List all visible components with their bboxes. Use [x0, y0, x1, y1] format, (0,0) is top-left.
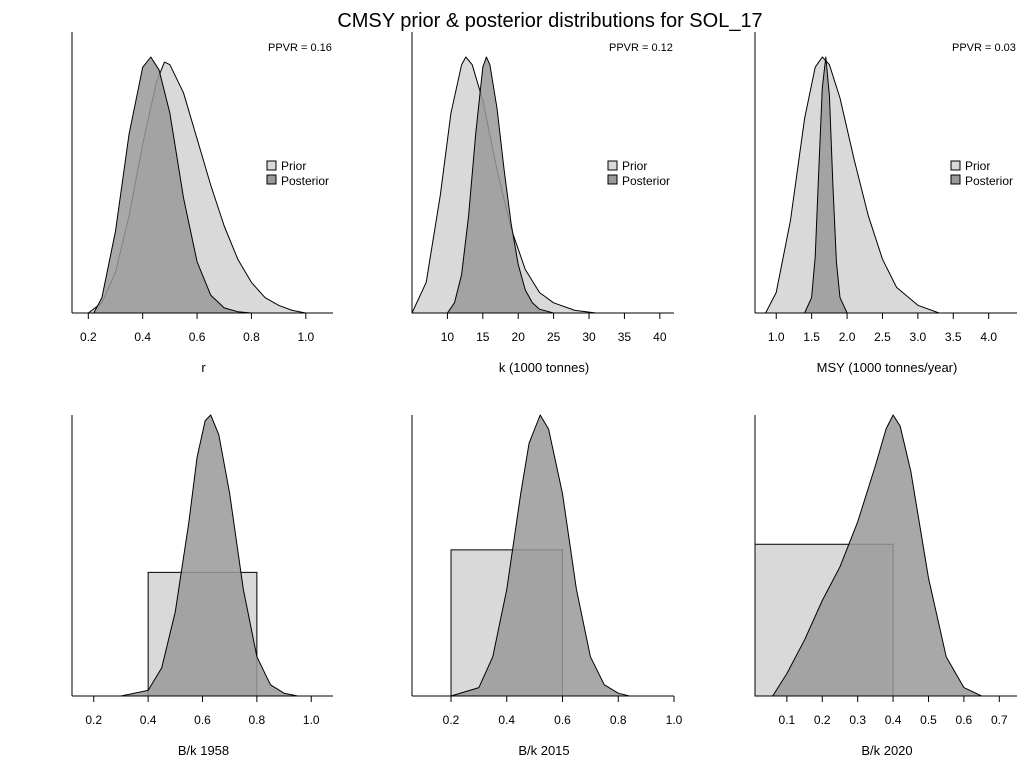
x-tick-label: 0.4	[140, 713, 157, 727]
x-tick-label: 20	[512, 330, 526, 344]
x-tick-label: 1.5	[803, 330, 820, 344]
x-tick-label: 30	[582, 330, 596, 344]
x-tick-label: 0.5	[920, 713, 937, 727]
x-tick-label: 15	[476, 330, 490, 344]
legend-posterior-label: Posterior	[281, 174, 329, 188]
x-tick-label: 2.0	[839, 330, 856, 344]
legend-prior-label: Prior	[965, 159, 990, 173]
x-tick-label: 0.4	[885, 713, 902, 727]
x-axis-label: B/k 2015	[518, 743, 569, 758]
panel-3: 1.0 1.5 2.0 2.5 3.0 3.5 4.0 MSY (1000 tonnes/ye…	[754, 32, 1017, 375]
x-tick-label: 0.8	[243, 330, 260, 344]
x-tick-label: 1.0	[297, 330, 314, 344]
x-tick-label: 35	[618, 330, 632, 344]
x-tick-label: 1.0	[303, 713, 320, 727]
legend-prior-swatch	[950, 160, 961, 171]
x-axis-label: B/k 2020	[861, 743, 912, 758]
legend-posterior-swatch	[607, 174, 618, 185]
posterior-density	[772, 414, 983, 697]
x-tick-label: 4.0	[980, 330, 997, 344]
x-axis-label: MSY (1000 tonnes/year)	[817, 360, 958, 375]
x-tick-label: 40	[653, 330, 667, 344]
x-tick-label: 0.7	[991, 713, 1008, 727]
figure-title: CMSY prior & posterior distributions for…	[337, 10, 763, 32]
legend-posterior-swatch	[950, 174, 961, 185]
panel-5: 0.2 0.4 0.6 0.8 1.0 B/k 2015	[411, 414, 683, 758]
panel-2: 10 15 20 25 30 35 40 k (1000 tonnes) PPVR = 0.12…	[411, 32, 674, 375]
x-tick-label: 0.6	[189, 330, 206, 344]
legend-prior-swatch	[266, 160, 277, 171]
posterior-density	[120, 414, 299, 697]
prior-density	[765, 56, 940, 314]
x-tick-label: 0.2	[814, 713, 831, 727]
x-tick-label: 3.5	[945, 330, 962, 344]
x-axis-label: k (1000 tonnes)	[499, 360, 589, 375]
panel-4: 0.2 0.4 0.6 0.8 1.0 B/k 1958	[71, 414, 333, 758]
x-axis-label: r	[201, 360, 206, 375]
x-tick-label: 0.6	[194, 713, 211, 727]
x-tick-label: 3.0	[910, 330, 927, 344]
x-tick-label: 2.5	[874, 330, 891, 344]
ppvr-label: PPVR = 0.12	[609, 42, 673, 54]
legend-posterior-label: Posterior	[965, 174, 1013, 188]
x-tick-label: 0.6	[554, 713, 571, 727]
x-tick-label: 0.2	[443, 713, 460, 727]
posterior-density	[804, 56, 848, 314]
x-tick-label: 25	[547, 330, 561, 344]
legend-posterior-swatch	[266, 174, 277, 185]
x-tick-label: 0.4	[134, 330, 151, 344]
x-tick-label: 0.2	[80, 330, 97, 344]
legend-prior-label: Prior	[281, 159, 306, 173]
x-tick-label: 0.8	[249, 713, 266, 727]
posterior-density	[450, 414, 630, 697]
posterior-density	[93, 56, 252, 314]
x-tick-label: 1.0	[768, 330, 785, 344]
legend-posterior-label: Posterior	[622, 174, 670, 188]
x-tick-label: 0.6	[956, 713, 973, 727]
x-tick-label: 10	[441, 330, 455, 344]
ppvr-label: PPVR = 0.03	[952, 42, 1016, 54]
panel-1: 0.2 0.4 0.6 0.8 1.0 r PPVR = 0.16 PriorPosterio…	[71, 32, 333, 375]
legend-prior-swatch	[607, 160, 618, 171]
posterior-density	[446, 56, 555, 314]
x-tick-label: 0.3	[849, 713, 866, 727]
x-tick-label: 0.1	[779, 713, 796, 727]
x-tick-label: 0.2	[85, 713, 102, 727]
legend-prior-label: Prior	[622, 159, 647, 173]
x-tick-label: 0.8	[610, 713, 627, 727]
x-axis-label: B/k 1958	[178, 743, 229, 758]
ppvr-label: PPVR = 0.16	[268, 42, 332, 54]
panel-6: 0.1 0.2 0.3 0.4 0.5 0.6 0.7 B/k 2020	[754, 414, 1017, 758]
x-tick-label: 1.0	[666, 713, 683, 727]
x-tick-label: 0.4	[498, 713, 515, 727]
